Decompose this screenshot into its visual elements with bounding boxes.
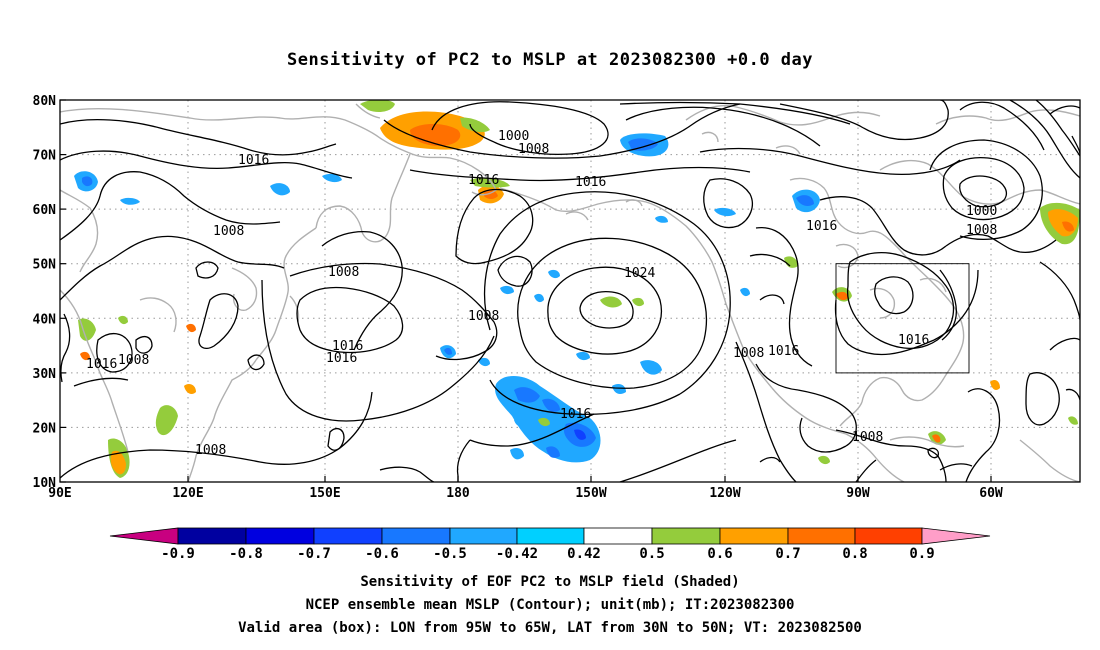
colorbar-label: -0.42 — [496, 546, 538, 562]
coastlines — [60, 103, 1080, 482]
lat-label: 10N — [33, 476, 57, 491]
contour-label: 1008 — [733, 346, 764, 361]
lat-label: 20N — [33, 421, 57, 436]
colorbar-label: -0.5 — [433, 546, 467, 562]
footer-line-2: NCEP ensemble mean MSLP (Contour); unit(… — [305, 597, 795, 613]
lat-label: 40N — [33, 312, 57, 327]
mslp-contours — [60, 100, 1080, 482]
contour-label: 1016 — [560, 407, 591, 422]
contour-label: 1016 — [332, 339, 363, 354]
colorbar-segment — [787, 527, 856, 545]
colorbar-label: 0.42 — [567, 546, 601, 562]
colorbar-label: 0.5 — [639, 546, 664, 562]
contour-label: 1000 — [498, 129, 529, 144]
lat-labels: 80N 70N 60N 50N 40N 30N 20N 10N — [33, 94, 57, 491]
contour-label: 1008 — [518, 142, 549, 157]
lon-label: 180 — [446, 486, 470, 501]
colorbar-label: 0.7 — [775, 546, 800, 562]
contour-label: 1008 — [118, 353, 149, 368]
sensitivity-shading — [74, 100, 1080, 478]
colorbar-label: 0.6 — [707, 546, 732, 562]
contour-label: 1008 — [468, 309, 499, 324]
contour-label: 1016 — [898, 333, 929, 348]
colorbar-segment — [719, 527, 789, 545]
valid-area-box — [835, 263, 970, 374]
plot-frame — [59, 99, 1081, 483]
lon-label: 90W — [846, 486, 870, 501]
contour-label: 1016 — [768, 344, 799, 359]
contour-label: 1008 — [213, 224, 244, 239]
axis-ticks — [60, 99, 992, 483]
colorbar-segment — [381, 527, 451, 545]
chart-title: Sensitivity of PC2 to MSLP at 2023082300… — [286, 50, 813, 70]
lon-labels: 90E 120E 150E 180 150W 120W 90W 60W — [48, 486, 1003, 501]
colorbar-segment — [854, 527, 923, 545]
contour-label: 1008 — [966, 223, 997, 238]
colorbar-label: -0.8 — [229, 546, 263, 562]
lon-label: 150E — [309, 486, 340, 501]
lat-label: 60N — [33, 203, 57, 218]
colorbar-segment — [245, 527, 315, 545]
contour-label: 1016 — [468, 173, 499, 188]
lon-label: 60W — [979, 486, 1003, 501]
lon-label: 90E — [48, 486, 71, 501]
colorbar-label: -0.9 — [161, 546, 195, 562]
colorbar-label: -0.6 — [365, 546, 399, 562]
contour-labels: 1000 1008 1016 1016 1008 1016 1008 1008 … — [86, 129, 997, 458]
contour-label: 1024 — [624, 266, 655, 281]
lat-label: 30N — [33, 367, 57, 382]
contour-label: 1008 — [195, 443, 226, 458]
colorbar: -0.9 -0.8 -0.7 -0.6 -0.5 -0.42 0.42 0.5 … — [109, 527, 991, 562]
colorbar-label: 0.8 — [842, 546, 867, 562]
lon-label: 120W — [709, 486, 740, 501]
colorbar-segment — [516, 527, 585, 545]
contour-label: 1008 — [328, 265, 359, 280]
colorbar-label: -0.7 — [297, 546, 331, 562]
footer-line-1: Sensitivity of EOF PC2 to MSLP field (Sh… — [360, 574, 740, 590]
colorbar-left-arrow — [109, 527, 179, 545]
lat-label: 70N — [33, 149, 57, 164]
colorbar-segment — [177, 527, 247, 545]
contour-label: 1016 — [575, 175, 606, 190]
contour-label: 1016 — [86, 357, 117, 372]
lon-label: 150W — [575, 486, 606, 501]
contour-label: 1016 — [238, 153, 269, 168]
lat-label: 50N — [33, 258, 57, 273]
contour-label: 1016 — [326, 351, 357, 366]
colorbar-segment — [583, 527, 653, 545]
contour-label: 1008 — [852, 430, 883, 445]
contour-label: 1016 — [806, 219, 837, 234]
footer-line-3: Valid area (box): LON from 95W to 65W, L… — [238, 620, 862, 636]
lat-label: 80N — [33, 94, 57, 109]
colorbar-label: 0.9 — [909, 546, 934, 562]
colorbar-right-arrow — [921, 527, 991, 545]
lon-label: 120E — [172, 486, 203, 501]
contour-label: 1000 — [966, 204, 997, 219]
colorbar-segment — [651, 527, 721, 545]
colorbar-segment — [449, 527, 518, 545]
colorbar-segment — [313, 527, 383, 545]
